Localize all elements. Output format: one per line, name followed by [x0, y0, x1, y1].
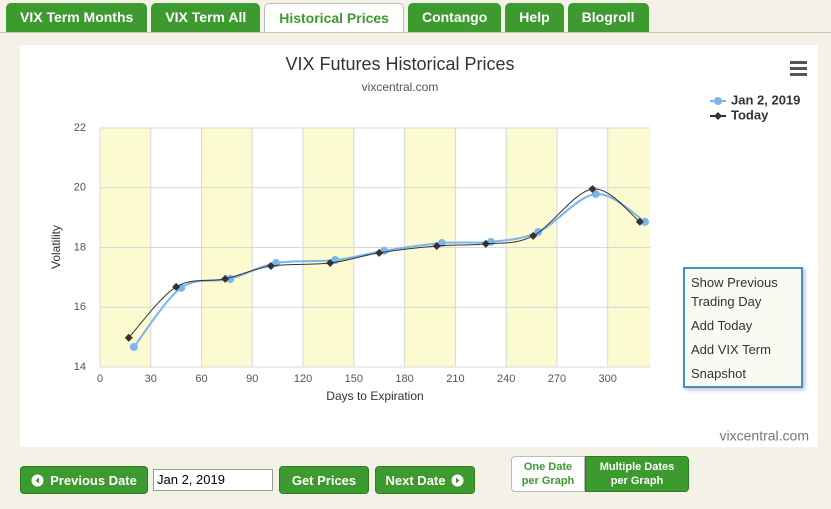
y-tick-label: 14	[74, 361, 86, 373]
data-point	[375, 248, 384, 257]
tab[interactable]: VIX Term All	[151, 3, 261, 32]
menu-item[interactable]: Add Today	[691, 318, 753, 333]
y-axis-label: Volatility	[49, 225, 63, 269]
y-tick-label: 16	[74, 301, 86, 313]
context-menu: Show Previous Trading Day Add Today Add VI…	[683, 267, 803, 388]
chart-credit: vixcentral.com	[720, 428, 809, 444]
icon	[451, 474, 464, 486]
data-point	[437, 239, 446, 248]
chart: 14 16 18 20 22 0 30 60 90 120 150 180 210 240 270 300 Ja…	[49, 54, 809, 444]
x-tick-label: 210	[446, 373, 464, 385]
get-prices-button[interactable]: Get Prices	[279, 466, 369, 494]
x-tick-label: 120	[294, 373, 312, 385]
menu-item[interactable]: Show Previous Trading Day	[691, 275, 778, 309]
menu-item[interactable]: Add VIX Term	[691, 342, 771, 357]
data-point	[640, 217, 649, 226]
legend-label[interactable]: Today	[731, 107, 769, 122]
x-tick-label: 0	[97, 373, 103, 385]
x-tick-label: 90	[246, 373, 258, 385]
x-tick-label: 150	[345, 373, 363, 385]
menu-item[interactable]: Snapshot	[691, 366, 746, 381]
tab[interactable]: Help	[505, 3, 564, 32]
data-point	[266, 262, 275, 271]
y-tick-label: 20	[74, 182, 86, 194]
data-point	[635, 217, 644, 226]
date-input[interactable]: Jan 2, 2019	[153, 469, 273, 491]
y-tick-label: 18	[74, 241, 86, 253]
tab-bar: VIX Term Months VIX Term All Historical Pr…	[6, 3, 649, 32]
toggle-option[interactable]: One Date per Graph	[511, 456, 585, 492]
x-tick-label: 240	[497, 373, 515, 385]
y-tick-label: 22	[74, 122, 86, 134]
chart-subtitle: vixcentral.com	[362, 80, 439, 94]
chart-menu-button[interactable]	[790, 61, 807, 76]
plot: 14 16 18 20 22 0 30 60 90 120 150 180 210 240 270 300 Ja…	[74, 92, 801, 384]
data-point	[124, 333, 133, 342]
x-tick-label: 180	[395, 373, 413, 385]
chart-panel: 14 16 18 20 22 0 30 60 90 120 150 180 210 240 270 300 Ja…	[20, 45, 818, 447]
tab-divider	[0, 32, 831, 33]
x-tick-label: 60	[195, 373, 207, 385]
toggle-option[interactable]: Multiple Dates per Graph	[585, 456, 689, 492]
tab[interactable]: VIX Term Months	[6, 3, 148, 32]
tab[interactable]: Contango	[407, 3, 502, 32]
legend-marker	[714, 97, 722, 105]
x-tick-label: 30	[145, 373, 157, 385]
data-point	[177, 283, 186, 292]
legend-marker	[714, 112, 722, 120]
button-label: Previous Date	[50, 472, 137, 488]
data-point	[432, 242, 441, 251]
data-point	[591, 190, 600, 199]
data-point	[588, 184, 597, 193]
data-point	[529, 231, 538, 240]
data-point	[481, 239, 490, 248]
chart-title: VIX Futures Historical Prices	[285, 54, 514, 74]
data-point	[326, 259, 335, 268]
x-tick-label: 270	[548, 373, 566, 385]
data-point	[172, 282, 181, 291]
data-point	[129, 342, 138, 351]
icon	[31, 474, 44, 486]
data-point	[221, 274, 230, 283]
tab[interactable]: Historical Prices	[264, 3, 404, 32]
button-label: Get Prices	[291, 472, 357, 488]
button-label: Next Date	[385, 472, 446, 488]
x-tick-label: 300	[599, 373, 617, 385]
x-axis-label: Days to Expiration	[326, 389, 423, 403]
legend-label[interactable]: Jan 2, 2019	[731, 92, 800, 107]
next-date-button[interactable]: Next Date	[375, 466, 475, 494]
tab[interactable]: Blogroll	[567, 3, 649, 32]
previous-date-button[interactable]: Previous Date	[20, 466, 148, 494]
